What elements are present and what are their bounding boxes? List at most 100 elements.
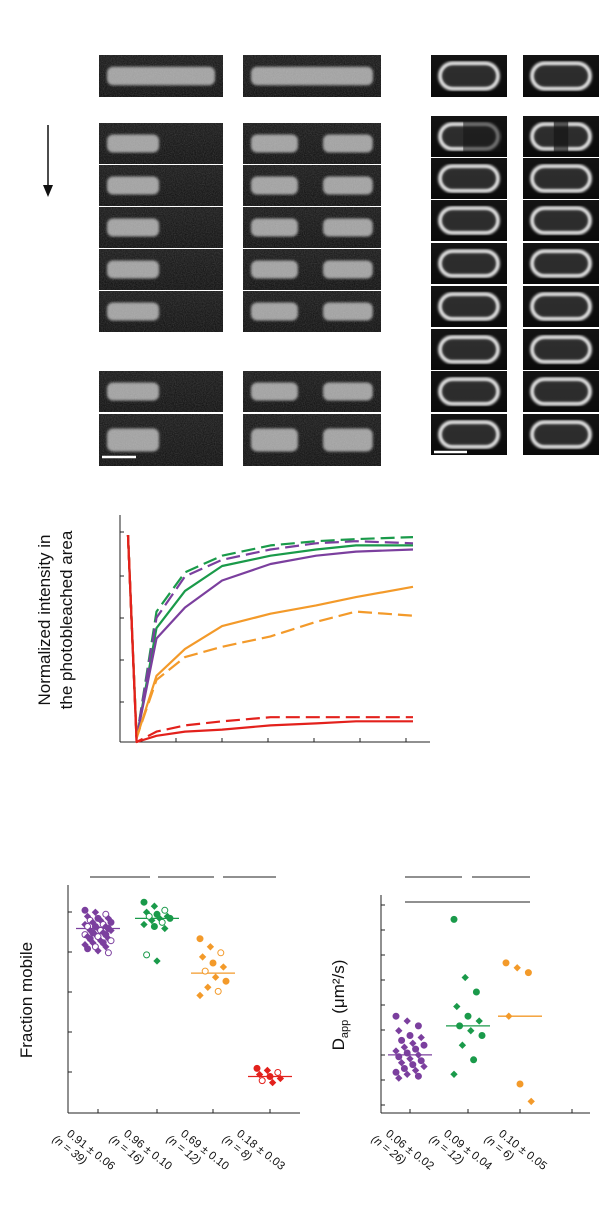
cell-image-series-a-2 <box>99 165 223 206</box>
fraction-mobile-point-2-3 <box>161 906 169 914</box>
cell-image-series-d-5 <box>523 286 599 327</box>
recovery-chart <box>119 515 430 744</box>
dapp-point-2-10 <box>458 1041 467 1049</box>
dapp-group-label-3: 0.10 ± 0.05(n = 6) <box>482 1123 549 1183</box>
dapp-ylabel: Dapp(μm²/s) <box>329 960 351 1051</box>
cell-image-series-b-5 <box>243 291 381 332</box>
recovery-ylabel-line2: the photobleached area <box>57 530 76 709</box>
cell-image-series-b-late-1 <box>243 371 381 412</box>
dapp-point-2-11 <box>470 1056 478 1064</box>
cell-image-series-c-6 <box>431 329 507 370</box>
dapp-point-1-1 <box>392 1012 400 1020</box>
dapp-point-2-2 <box>461 973 469 982</box>
recovery-chart-ylabel: Normalized intensity in the photobleache… <box>35 530 76 709</box>
fraction-mobile-point-4-3 <box>274 1069 282 1076</box>
cell-image-series-d-3 <box>523 200 599 241</box>
fraction-mobile-point-2-12 <box>140 920 148 929</box>
fraction-mobile-point-3-12 <box>196 991 204 1000</box>
cell-image-series-b-1 <box>243 123 381 164</box>
fraction-mobile-point-3-3 <box>217 949 225 957</box>
fraction-mobile-group-label-1: 0.91 ± 0.06(n = 39) <box>50 1123 117 1183</box>
fraction-mobile-point-1-1 <box>81 906 89 914</box>
dapp-point-1-19 <box>409 1061 417 1069</box>
fraction-mobile-point-3-7 <box>201 967 209 975</box>
cell-image-series-b-4 <box>243 249 381 290</box>
dapp-point-2-1 <box>450 915 458 923</box>
dapp-point-2-8 <box>467 1027 475 1035</box>
dapp-point-1-21 <box>400 1065 408 1072</box>
fraction-mobile-point-3-4 <box>198 953 207 961</box>
dapp-group-label-1: 0.06 ± 0.02(n = 26) <box>369 1123 436 1183</box>
fraction-mobile-point-1-27 <box>94 933 102 941</box>
cell-image-series-c-2 <box>431 158 507 199</box>
fraction-mobile-point-2-9 <box>166 914 174 922</box>
fraction-mobile-point-3-5 <box>209 959 217 967</box>
fraction-mobile-point-1-39 <box>104 949 112 957</box>
dapp-point-2-3 <box>472 988 480 996</box>
dapp-point-3-1 <box>502 959 510 967</box>
fraction-mobile-point-4-2 <box>263 1066 272 1075</box>
dapp-point-2-9 <box>478 1032 486 1039</box>
recovery-curve-orange-dashed <box>126 534 414 740</box>
fraction-mobile-point-3-9 <box>222 977 230 985</box>
fraction-mobile-point-4-1 <box>253 1064 261 1072</box>
fraction-mobile-point-2-11 <box>158 918 166 926</box>
dapp-point-3-3 <box>524 969 532 977</box>
cell-image-prebleach-2 <box>243 55 381 97</box>
cell-image-series-d-7 <box>523 371 599 412</box>
fraction-mobile-point-2-15 <box>143 951 151 959</box>
fraction-mobile-group-label-2: 0.96 ± 0.10(n = 16) <box>107 1123 174 1183</box>
fraction-mobile-point-2-13 <box>150 923 158 930</box>
fraction-mobile-point-1-9 <box>107 918 115 926</box>
cell-image-series-b-3 <box>243 207 381 248</box>
dapp-point-3-6 <box>527 1097 535 1106</box>
fraction-mobile-point-1-2 <box>91 908 100 916</box>
recovery-curve-purple-solid <box>126 534 414 740</box>
fraction-mobile-point-1-3 <box>102 910 110 918</box>
cell-image-series-c-4 <box>431 243 507 284</box>
dapp-point-2-4 <box>453 1002 461 1011</box>
fraction-mobile-point-2-14 <box>161 924 169 933</box>
fraction-mobile-group-label-4: 0.18 ± 0.03(n = 8) <box>220 1123 287 1183</box>
dapp-point-1-9 <box>420 1041 428 1049</box>
cell-image-series-d-2 <box>523 158 599 199</box>
dapp-group-label-2: 0.09 ± 0.04(n = 12) <box>427 1123 494 1183</box>
cell-image-series-b-2 <box>243 165 381 206</box>
recovery-ylabel-line1: Normalized intensity in <box>35 534 54 705</box>
fraction-mobile-point-2-16 <box>153 957 161 965</box>
fraction-mobile-point-4-5 <box>266 1073 274 1080</box>
fraction-mobile-point-3-2 <box>206 943 215 951</box>
cell-image-prebleach-4 <box>523 55 599 97</box>
dapp-point-2-7 <box>456 1022 464 1030</box>
dapp-point-1-7 <box>398 1036 406 1044</box>
dapp-chart <box>380 876 590 1114</box>
dapp-point-1-2 <box>403 1017 411 1025</box>
cell-image-prebleach-3 <box>431 55 507 97</box>
fraction-mobile-point-3-1 <box>196 935 204 943</box>
cell-image-series-c-3 <box>431 200 507 241</box>
fraction-mobile-point-3-8 <box>211 973 220 981</box>
fraction-mobile-point-2-2 <box>150 902 159 910</box>
cell-image-series-c-7 <box>431 371 507 412</box>
dapp-point-3-5 <box>516 1080 524 1088</box>
cell-image-series-a-late-1 <box>99 371 223 412</box>
fraction-mobile-group-label-3: 0.69 ± 0.10(n = 12) <box>164 1123 231 1183</box>
dapp-point-1-8 <box>409 1039 417 1047</box>
fraction-mobile-point-1-37 <box>84 945 92 953</box>
dapp-point-1-5 <box>406 1032 414 1039</box>
time-arrow <box>43 125 53 197</box>
fraction-mobile-point-1-31 <box>107 937 115 945</box>
microscopy-panels <box>99 55 599 466</box>
dapp-point-2-6 <box>475 1017 483 1025</box>
cell-image-series-d-1 <box>523 116 599 157</box>
dapp-point-1-11 <box>412 1045 420 1053</box>
dapp-point-1-6 <box>417 1033 425 1042</box>
dapp-point-1-25 <box>414 1072 422 1080</box>
fraction-mobile-point-2-5 <box>153 910 161 918</box>
dapp-point-2-12 <box>450 1070 458 1078</box>
dapp-point-3-4 <box>505 1012 513 1020</box>
fraction-mobile-point-2-1 <box>140 898 148 906</box>
cell-image-prebleach-1 <box>99 55 223 97</box>
fraction-mobile-chart <box>67 876 300 1114</box>
